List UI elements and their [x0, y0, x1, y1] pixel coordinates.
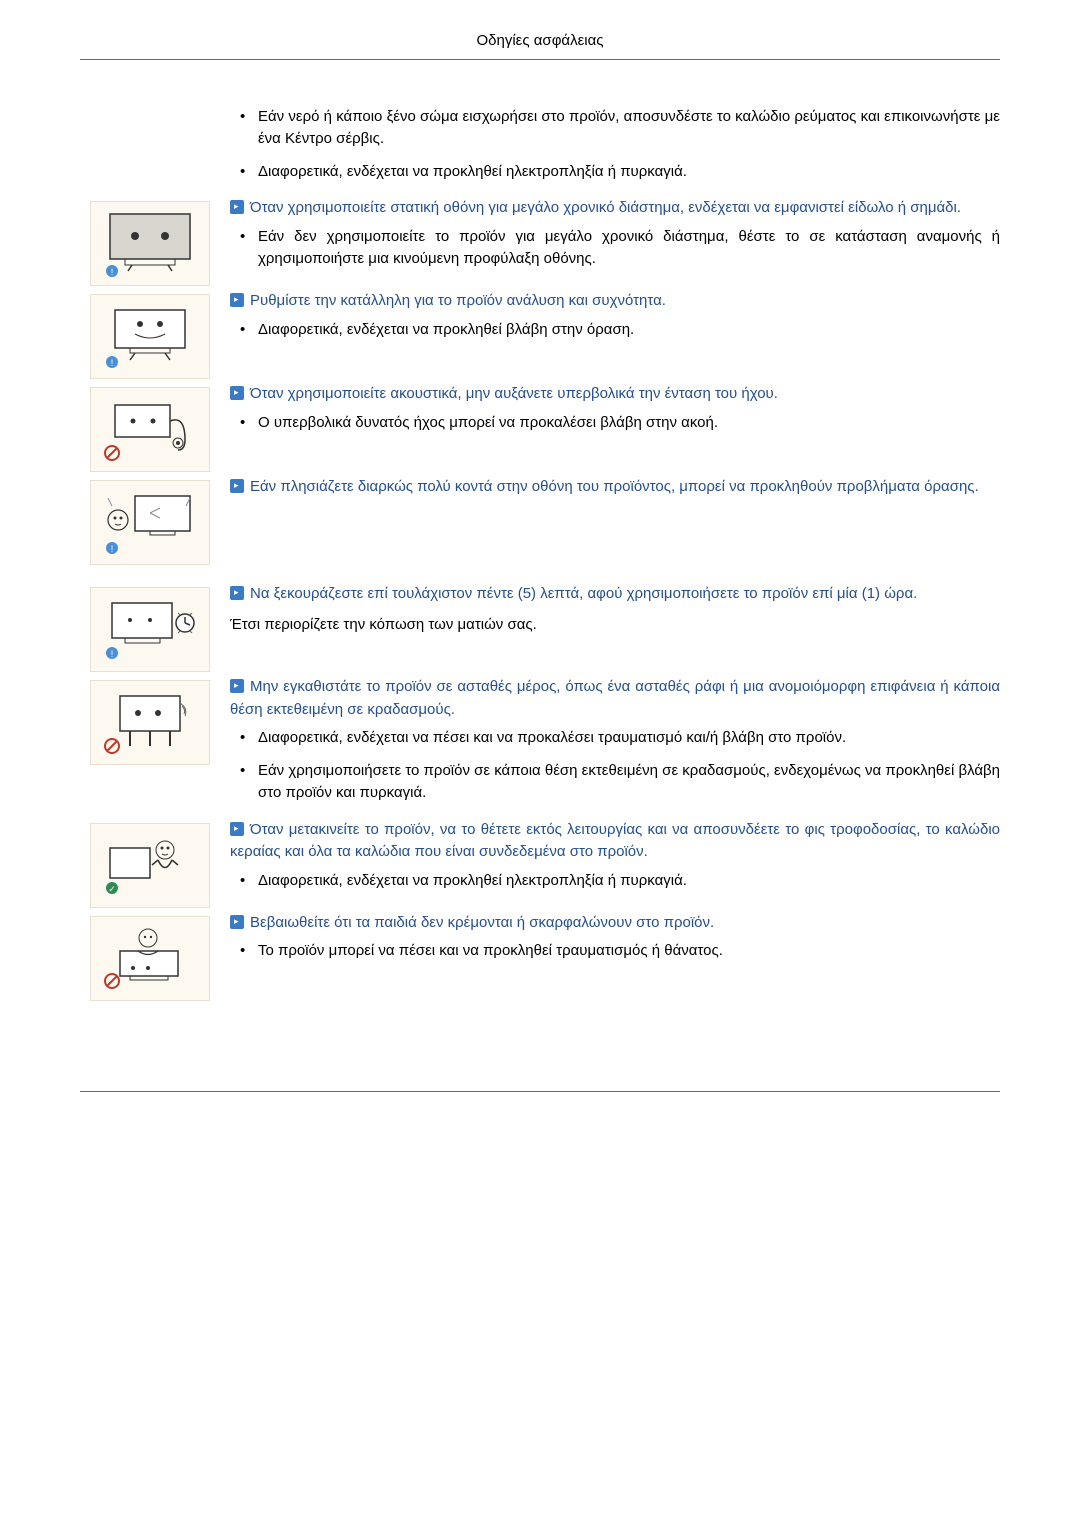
footer-rule	[80, 1091, 1000, 1092]
svg-text:!: !	[111, 649, 114, 659]
lede-text: Όταν μετακινείτε το προϊόν, να το θέτετε…	[230, 819, 1000, 864]
lede-text: Όταν χρησιμοποιείτε στατική οθόνη για με…	[230, 197, 1000, 220]
bullet-list: Διαφορετικά, ενδέχεται να προκληθεί ηλεκ…	[230, 870, 1000, 893]
headphones-icon	[90, 387, 210, 472]
page-header: Οδηγίες ασφάλειας	[80, 30, 1000, 60]
bullet-item: Το προϊόν μπορεί να πέσει και να προκληθ…	[230, 940, 1000, 963]
lede-marker-icon	[230, 293, 244, 307]
icon-col: !	[80, 583, 230, 672]
section-too-close: ! Εάν πλησιάζετε διαρκώς πολύ κοντά στην…	[80, 476, 1000, 565]
lede-text: Να ξεκουράζεστε επί τουλάχιστον πέντε (5…	[230, 583, 1000, 606]
children-icon	[90, 916, 210, 1001]
icon-col	[80, 100, 230, 104]
resolution-icon: !	[90, 294, 210, 379]
text-col: Όταν μετακινείτε το προϊόν, να το θέτετε…	[230, 819, 1000, 903]
lede-marker-icon	[230, 479, 244, 493]
bullet-item: Διαφορετικά, ενδέχεται να προκληθεί βλάβ…	[230, 319, 1000, 342]
bullet-item: Διαφορετικά, ενδέχεται να προκληθεί ηλεκ…	[230, 870, 1000, 893]
lede-marker-icon	[230, 915, 244, 929]
bullet-list: Ο υπερβολικά δυνατός ήχος μπορεί να προκ…	[230, 412, 1000, 435]
static-screen-icon: !	[90, 201, 210, 286]
bullet-list: Διαφορετικά, ενδέχεται να πέσει και να π…	[230, 727, 1000, 805]
bullet-item: Διαφορετικά, ενδέχεται να προκληθεί ηλεκ…	[230, 161, 1000, 184]
text-col: Όταν χρησιμοποιείτε στατική οθόνη για με…	[230, 197, 1000, 281]
lede-text: Μην εγκαθιστάτε το προϊόν σε ασταθές μέρ…	[230, 676, 1000, 721]
icon-col	[80, 383, 230, 472]
svg-text:!: !	[111, 267, 114, 277]
lede-marker-icon	[230, 386, 244, 400]
unstable-icon	[90, 680, 210, 765]
icon-col	[80, 676, 230, 765]
svg-text:✓: ✓	[108, 884, 116, 894]
icon-col: !	[80, 476, 230, 565]
lede-text: Όταν χρησιμοποιείτε ακουστικά, μην αυξάν…	[230, 383, 1000, 406]
bullet-item: Διαφορετικά, ενδέχεται να πέσει και να π…	[230, 727, 1000, 750]
bullet-list: Εάν δεν χρησιμοποιείτε το προϊόν για μεγ…	[230, 226, 1000, 271]
section-water-ingress: Εάν νερό ή κάποιο ξένο σώμα εισχωρήσει σ…	[80, 100, 1000, 194]
section-headphones: Όταν χρησιμοποιείτε ακουστικά, μην αυξάν…	[80, 383, 1000, 472]
lede-marker-icon	[230, 679, 244, 693]
text-col: Μην εγκαθιστάτε το προϊόν σε ασταθές μέρ…	[230, 676, 1000, 815]
bullet-list: Διαφορετικά, ενδέχεται να προκληθεί βλάβ…	[230, 319, 1000, 342]
bullet-item: Εάν νερό ή κάποιο ξένο σώμα εισχωρήσει σ…	[230, 106, 1000, 151]
icon-col	[80, 912, 230, 1001]
moving-icon: ✓	[90, 823, 210, 908]
lede-marker-icon	[230, 822, 244, 836]
bullet-item: Εάν χρησιμοποιήσετε το προϊόν σε κάποια …	[230, 760, 1000, 805]
text-col: Ρυθμίστε την κατάλληλη για το προϊόν ανά…	[230, 290, 1000, 351]
bullet-list: Το προϊόν μπορεί να πέσει και να προκληθ…	[230, 940, 1000, 963]
section-rest-eyes: ! Να ξεκουράζεστε επί τουλάχιστον πέντε …	[80, 583, 1000, 672]
section-static-screen: ! Όταν χρησιμοποιείτε στατική οθόνη για …	[80, 197, 1000, 286]
icon-col: !	[80, 290, 230, 379]
text-col: Εάν πλησιάζετε διαρκώς πολύ κοντά στην ο…	[230, 476, 1000, 505]
lede-text: Εάν πλησιάζετε διαρκώς πολύ κοντά στην ο…	[230, 476, 1000, 499]
aux-text: Έτσι περιορίζετε την κόπωση των ματιών σ…	[230, 614, 1000, 637]
icon-col: ✓	[80, 819, 230, 908]
text-col: Βεβαιωθείτε ότι τα παιδιά δεν κρέμονται …	[230, 912, 1000, 973]
section-children: Βεβαιωθείτε ότι τα παιδιά δεν κρέμονται …	[80, 912, 1000, 1001]
text-col: Να ξεκουράζεστε επί τουλάχιστον πέντε (5…	[230, 583, 1000, 646]
svg-text:!: !	[111, 544, 114, 554]
rest-eyes-icon: !	[90, 587, 210, 672]
lede-marker-icon	[230, 586, 244, 600]
svg-text:!: !	[111, 358, 114, 368]
lede-text: Ρυθμίστε την κατάλληλη για το προϊόν ανά…	[230, 290, 1000, 313]
bullet-item: Ο υπερβολικά δυνατός ήχος μπορεί να προκ…	[230, 412, 1000, 435]
too-close-icon: !	[90, 480, 210, 565]
bullet-list: Εάν νερό ή κάποιο ξένο σώμα εισχωρήσει σ…	[230, 106, 1000, 184]
text-col: Όταν χρησιμοποιείτε ακουστικά, μην αυξάν…	[230, 383, 1000, 444]
page: Οδηγίες ασφάλειας Εάν νερό ή κάποιο ξένο…	[0, 0, 1080, 1152]
text-col: Εάν νερό ή κάποιο ξένο σώμα εισχωρήσει σ…	[230, 100, 1000, 194]
section-resolution: ! Ρυθμίστε την κατάλληλη για το προϊόν α…	[80, 290, 1000, 379]
lede-marker-icon	[230, 200, 244, 214]
icon-col: !	[80, 197, 230, 286]
section-unstable: Μην εγκαθιστάτε το προϊόν σε ασταθές μέρ…	[80, 676, 1000, 815]
lede-text: Βεβαιωθείτε ότι τα παιδιά δεν κρέμονται …	[230, 912, 1000, 935]
section-moving: ✓ Όταν μετακινείτε το προϊόν, να το θέτε…	[80, 819, 1000, 908]
bullet-item: Εάν δεν χρησιμοποιείτε το προϊόν για μεγ…	[230, 226, 1000, 271]
